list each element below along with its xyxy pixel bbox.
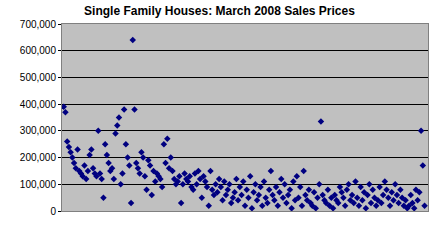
svg-text:Single Family Houses: March 20: Single Family Houses: March 2008 Sales P… [84, 4, 355, 18]
svg-text:600,000: 600,000 [20, 45, 57, 56]
svg-text:200,000: 200,000 [20, 152, 57, 163]
svg-text:0: 0 [50, 206, 56, 217]
svg-text:400,000: 400,000 [20, 99, 57, 110]
svg-text:500,000: 500,000 [20, 72, 57, 83]
svg-text:300,000: 300,000 [20, 125, 57, 136]
svg-text:100,000: 100,000 [20, 179, 57, 190]
svg-text:700,000: 700,000 [20, 19, 57, 30]
